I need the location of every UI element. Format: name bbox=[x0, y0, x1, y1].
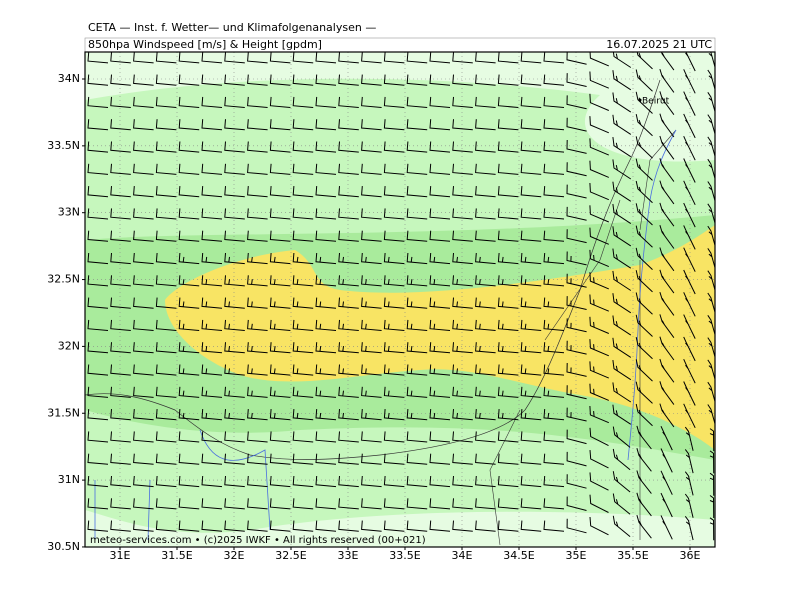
lon-label: 33.5E bbox=[389, 549, 420, 562]
city-label: Beirut bbox=[642, 97, 670, 107]
lon-label: 36E bbox=[680, 549, 701, 562]
lon-label: 35E bbox=[566, 549, 587, 562]
copyright: meteo-services.com • (c)2025 IWKF • All … bbox=[90, 535, 426, 546]
valid-time: 16.07.2025 21 UTC bbox=[606, 38, 712, 51]
lon-label: 34E bbox=[452, 549, 473, 562]
city-marker bbox=[638, 98, 642, 102]
wind-zone-yellow bbox=[165, 225, 715, 450]
lon-label: 32E bbox=[224, 549, 245, 562]
lon-label: 31.5E bbox=[161, 549, 192, 562]
institute: CETA — Inst. f. Wetter— und Klimafolgena… bbox=[88, 21, 376, 34]
lat-label: 32N bbox=[58, 339, 80, 352]
lat-label: 34N bbox=[58, 72, 80, 85]
product: 850hpa Windspeed [m/s] & Height [gpdm] bbox=[88, 38, 322, 51]
lat-label: 30.5N bbox=[47, 540, 80, 553]
lat-label: 33.5N bbox=[47, 139, 80, 152]
lat-label: 33N bbox=[58, 206, 80, 219]
lon-label: 34.5E bbox=[503, 549, 534, 562]
lon-label: 31E bbox=[110, 549, 131, 562]
map-area bbox=[85, 52, 715, 547]
lon-label: 35.5E bbox=[617, 549, 648, 562]
lat-label: 31N bbox=[58, 473, 80, 486]
wind-barbs bbox=[87, 52, 715, 541]
lat-label: 31.5N bbox=[47, 406, 80, 419]
borders bbox=[489, 129, 677, 546]
lon-label: 33E bbox=[338, 549, 359, 562]
lat-label: 32.5N bbox=[47, 273, 80, 286]
coastline bbox=[85, 79, 661, 460]
map-frame bbox=[84, 51, 716, 548]
lon-label: 32.5E bbox=[275, 549, 306, 562]
graticule bbox=[85, 52, 715, 547]
rivers bbox=[94, 129, 677, 541]
